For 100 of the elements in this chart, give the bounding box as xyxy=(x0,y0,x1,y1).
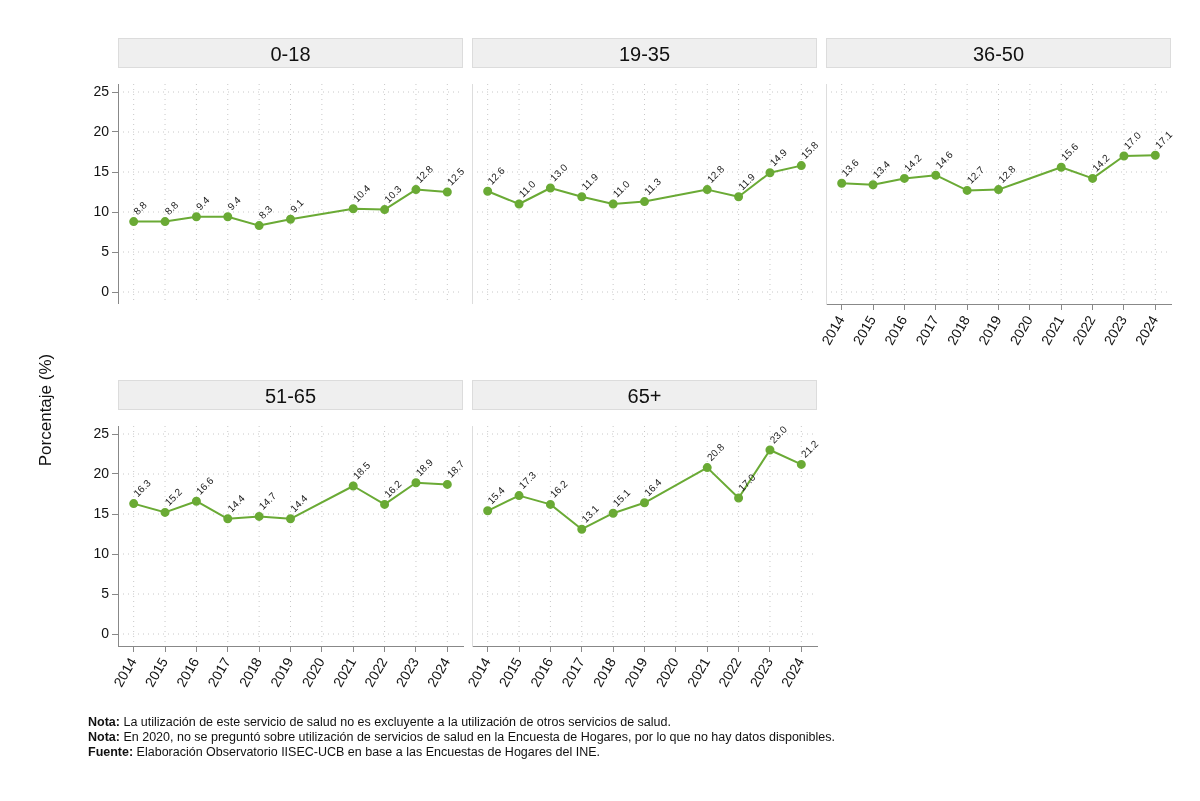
point xyxy=(514,491,524,501)
data-label: 8.8 xyxy=(162,199,181,217)
data-label: 14.4 xyxy=(288,492,310,515)
point xyxy=(765,445,775,455)
data-label: 18.9 xyxy=(413,456,436,479)
point xyxy=(191,212,201,222)
data-label: 10.3 xyxy=(382,183,405,205)
data-label: 14.9 xyxy=(767,146,790,169)
data-label: 13.1 xyxy=(579,502,602,525)
point xyxy=(545,183,555,193)
point xyxy=(1056,162,1066,172)
point xyxy=(899,173,909,183)
chart-title: 19-35 xyxy=(472,38,817,68)
y-tick-label: 15 xyxy=(93,504,110,521)
point xyxy=(702,185,712,195)
point xyxy=(160,217,170,227)
point xyxy=(994,185,1003,195)
point xyxy=(483,186,493,196)
text: Nota: En 2020, no se preguntó sobre utilización de servicios de salud en la Encuesta de Hogares, por lo que no hay datos disponibles. xyxy=(88,730,835,745)
y-tick-label: 25 xyxy=(93,424,110,441)
data-label: 20.8 xyxy=(704,441,727,463)
point xyxy=(348,204,358,214)
y-tick-label: 20 xyxy=(93,122,110,139)
point xyxy=(1150,150,1160,160)
data-label: 12.8 xyxy=(704,163,727,185)
point xyxy=(411,185,421,195)
y-tick-label: 5 xyxy=(101,584,110,601)
data-label: 8.8 xyxy=(131,199,150,217)
point xyxy=(411,478,421,488)
point xyxy=(191,496,201,506)
data-label: 15.8 xyxy=(798,139,821,161)
text: Nota: La utilización de este servicio de salud no es excluyente a la utilización de otros servicios de salud. xyxy=(88,715,672,730)
data-label: 11.3 xyxy=(642,175,664,197)
point xyxy=(254,511,264,521)
chart-title: 36-50 xyxy=(826,38,1171,68)
y-tick-label: 20 xyxy=(93,464,110,481)
point xyxy=(608,199,618,209)
point xyxy=(702,463,712,473)
data-label: 13.4 xyxy=(870,158,893,181)
point xyxy=(129,499,139,509)
data-label: 11.0 xyxy=(516,178,538,200)
point xyxy=(640,498,649,508)
point xyxy=(160,507,170,517)
data-label: 8.3 xyxy=(256,203,275,221)
point xyxy=(868,180,878,190)
point xyxy=(577,192,587,202)
point xyxy=(223,212,233,222)
data-label: 14.2 xyxy=(1090,151,1113,174)
point xyxy=(286,214,295,224)
source-note: Fuente: Elaboración Observatorio IISEC-UCB en base a las Encuestas de Hogares del INE. xyxy=(88,745,602,760)
data-label: 16.2 xyxy=(382,477,405,500)
data-label: 16.2 xyxy=(547,477,570,500)
y-tick-label: 10 xyxy=(93,544,110,561)
data-label: 16.3 xyxy=(131,477,154,499)
y-tick-label: 0 xyxy=(101,624,110,641)
data-label: 9.4 xyxy=(193,194,212,213)
point xyxy=(608,508,618,518)
y-tick-label: 5 xyxy=(101,242,110,259)
point xyxy=(837,178,847,188)
point xyxy=(223,514,233,524)
data-label: 14.2 xyxy=(901,151,924,174)
point xyxy=(514,199,524,209)
point xyxy=(796,459,806,469)
data-label: 12.8 xyxy=(413,163,436,185)
data-label: 10.4 xyxy=(350,182,373,205)
data-label: 17.3 xyxy=(516,469,539,491)
point xyxy=(734,493,744,503)
point xyxy=(962,185,972,195)
data-label: 12.8 xyxy=(996,163,1018,185)
point xyxy=(577,524,587,534)
data-label: 11.9 xyxy=(579,170,601,193)
chart-title: 0-18 xyxy=(118,38,463,68)
point xyxy=(796,161,806,171)
point xyxy=(380,499,390,509)
data-label: 16.4 xyxy=(642,476,664,499)
data-label: 11.9 xyxy=(736,170,758,193)
point xyxy=(1119,151,1129,161)
data-label: 17.0 xyxy=(736,471,759,494)
data-label: 15.4 xyxy=(485,484,508,507)
data-label: 9.4 xyxy=(225,194,244,213)
point xyxy=(545,499,555,509)
y-axis-title: Porcentaje (%) xyxy=(36,353,56,467)
point xyxy=(734,192,744,202)
data-label: 17.1 xyxy=(1152,128,1175,151)
point xyxy=(442,479,452,489)
point xyxy=(129,217,139,227)
y-tick-label: 25 xyxy=(93,82,110,99)
point xyxy=(254,221,264,231)
point xyxy=(380,205,390,215)
point xyxy=(931,170,941,180)
chart-title: 51-65 xyxy=(118,380,463,410)
y-tick-label: 15 xyxy=(93,162,110,179)
y-tick-label: 0 xyxy=(101,282,110,299)
point xyxy=(1088,173,1098,183)
data-label: 9.1 xyxy=(288,196,306,215)
y-tick-label: 10 xyxy=(93,202,110,219)
point xyxy=(640,197,649,207)
point xyxy=(765,168,775,178)
chart-title: 65+ xyxy=(472,380,817,410)
point xyxy=(442,187,452,197)
